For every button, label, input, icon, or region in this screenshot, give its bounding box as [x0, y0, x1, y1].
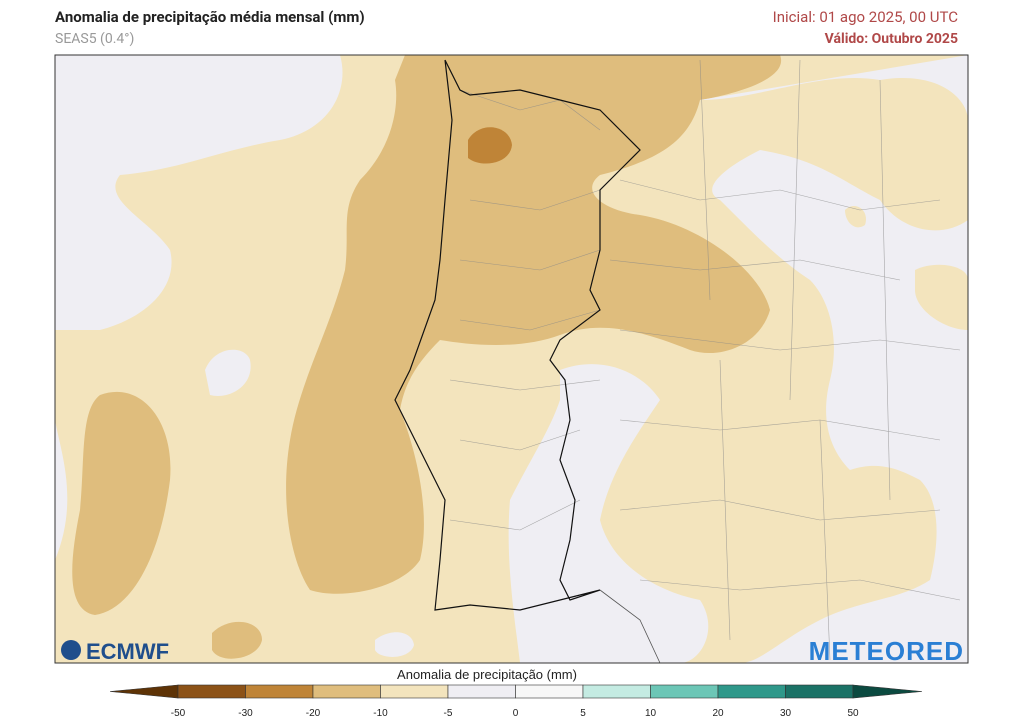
- colorbar-tick-label: 0: [513, 708, 519, 719]
- map-title: Anomalia de precipitação média mensal (m…: [55, 8, 365, 26]
- map-frame: [54, 54, 969, 664]
- colorbar-tick-label: 30: [780, 708, 792, 719]
- ecmwf-logo: ECMWF: [61, 639, 169, 664]
- colorbar-segment: [312, 684, 381, 699]
- colorbar-segment: [717, 684, 786, 699]
- map-layer: [55, 55, 968, 663]
- colorbar-tick-label: 50: [847, 708, 859, 719]
- regional-borders: [449, 59, 961, 661]
- colorbar-segment: [582, 684, 651, 699]
- init-date: Inicial: 01 ago 2025, 00 UTC: [772, 8, 958, 26]
- colorbar-tick-label: -5: [444, 708, 453, 719]
- model-subtitle: SEAS5 (0.4°): [55, 31, 135, 47]
- colorbar: -50 -30 -20 -10 -5 0 5 10 20 30 50: [109, 684, 923, 719]
- colorbar-tick-label: 20: [712, 708, 724, 719]
- colorbar-segment: [785, 684, 854, 699]
- country-border: [394, 59, 641, 611]
- colorbar-tick-label: -10: [373, 708, 388, 719]
- ecmwf-text: ECMWF: [86, 639, 169, 664]
- colorbar-segment: [447, 684, 516, 699]
- colorbar-segment: [515, 684, 584, 699]
- colorbar-tick-label: -30: [238, 708, 253, 719]
- colorbar-tick-label: 10: [645, 708, 657, 719]
- colorbar-tick-label: 5: [580, 708, 586, 719]
- colorbar-segment: [245, 684, 314, 699]
- colorbar-tick-label: -20: [306, 708, 321, 719]
- meteored-logo: METEORED: [809, 636, 964, 666]
- colorbar-tick-label: -50: [171, 708, 186, 719]
- colorbar-label: Anomalia de precipitação (mm): [397, 667, 577, 682]
- colorbar-segment: [380, 684, 449, 699]
- colorbar-end: [852, 684, 923, 699]
- colorbar-segment: [650, 684, 719, 699]
- valid-date: Válido: Outubro 2025: [824, 31, 958, 47]
- colorbar-segment: [177, 684, 246, 699]
- colorbar-end: [109, 684, 179, 699]
